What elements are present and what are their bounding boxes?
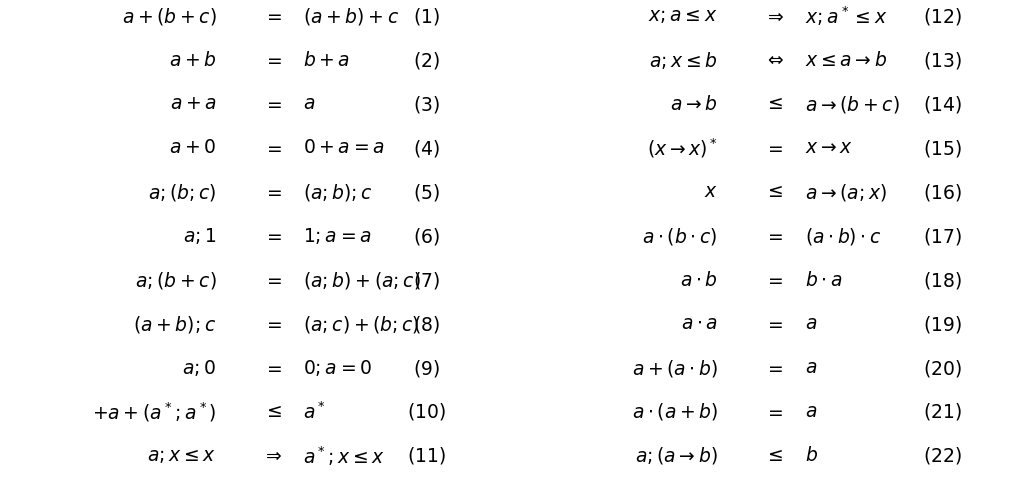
Text: $a\cdot(b\cdot c)$: $a\cdot(b\cdot c)$ (642, 226, 717, 247)
Text: $a\cdot b$: $a\cdot b$ (680, 271, 717, 289)
Text: $(a+b)+c$: $(a+b)+c$ (304, 6, 399, 27)
Text: $\leq$: $\leq$ (764, 183, 784, 201)
Text: $(2)$: $(2)$ (412, 50, 439, 71)
Text: $a\cdot(a+b)$: $a\cdot(a+b)$ (632, 402, 717, 422)
Text: $+a+(a^*;a^*)$: $+a+(a^*;a^*)$ (92, 400, 216, 424)
Text: $a;0$: $a;0$ (183, 358, 216, 378)
Text: $\Rightarrow$: $\Rightarrow$ (263, 447, 283, 465)
Text: $(13)$: $(13)$ (923, 50, 962, 71)
Text: $a\rightarrow(a;x)$: $a\rightarrow(a;x)$ (804, 182, 886, 203)
Text: $(4)$: $(4)$ (412, 138, 439, 159)
Text: $1;a=a$: $1;a=a$ (304, 226, 371, 246)
Text: $(a\cdot b)\cdot c$: $(a\cdot b)\cdot c$ (804, 226, 881, 247)
Text: $(21)$: $(21)$ (923, 402, 962, 422)
Text: $(3)$: $(3)$ (412, 94, 439, 115)
Text: $a\cdot a$: $a\cdot a$ (680, 315, 717, 333)
Text: $(22)$: $(22)$ (923, 446, 962, 466)
Text: $x;a^*\leq x$: $x;a^*\leq x$ (804, 5, 887, 28)
Text: $a;x\leq b$: $a;x\leq b$ (649, 50, 717, 71)
Text: $(a;c)+(b;c)$: $(a;c)+(b;c)$ (304, 314, 420, 334)
Text: $(14)$: $(14)$ (923, 94, 962, 115)
Text: $(20)$: $(20)$ (923, 358, 962, 378)
Text: $\Leftrightarrow$: $\Leftrightarrow$ (763, 51, 784, 69)
Text: $=$: $=$ (263, 271, 282, 289)
Text: $=$: $=$ (263, 359, 282, 377)
Text: $=$: $=$ (764, 315, 784, 333)
Text: $=$: $=$ (263, 227, 282, 245)
Text: $(15)$: $(15)$ (923, 138, 962, 159)
Text: $a;(b;c)$: $a;(b;c)$ (148, 182, 216, 203)
Text: $a+(a\cdot b)$: $a+(a\cdot b)$ (632, 358, 717, 378)
Text: $a\rightarrow(b+c)$: $a\rightarrow(b+c)$ (804, 94, 900, 115)
Text: $=$: $=$ (764, 139, 784, 157)
Text: $a^*;x\leq x$: $a^*;x\leq x$ (304, 444, 385, 468)
Text: $\leq$: $\leq$ (764, 447, 784, 465)
Text: $b+a$: $b+a$ (304, 51, 351, 70)
Text: $=$: $=$ (764, 271, 784, 289)
Text: $a$: $a$ (804, 359, 817, 377)
Text: $a+0$: $a+0$ (169, 139, 216, 157)
Text: $b\cdot a$: $b\cdot a$ (804, 271, 842, 289)
Text: $b$: $b$ (804, 447, 818, 465)
Text: $x$: $x$ (704, 183, 717, 201)
Text: $x\rightarrow x$: $x\rightarrow x$ (804, 139, 853, 157)
Text: $=$: $=$ (764, 403, 784, 421)
Text: $a$: $a$ (804, 315, 817, 333)
Text: $=$: $=$ (263, 139, 282, 157)
Text: $(5)$: $(5)$ (412, 182, 439, 203)
Text: $\leq$: $\leq$ (263, 403, 282, 421)
Text: $(7)$: $(7)$ (412, 270, 439, 290)
Text: $=$: $=$ (263, 95, 282, 113)
Text: $(a;b);c$: $(a;b);c$ (304, 182, 373, 203)
Text: $(11)$: $(11)$ (406, 446, 445, 466)
Text: $=$: $=$ (263, 315, 282, 333)
Text: $(a+b);c$: $(a+b);c$ (133, 314, 216, 334)
Text: $a;1$: $a;1$ (183, 226, 216, 246)
Text: $a$: $a$ (804, 403, 817, 421)
Text: $=$: $=$ (263, 7, 282, 26)
Text: $(8)$: $(8)$ (412, 314, 439, 334)
Text: $=$: $=$ (764, 227, 784, 245)
Text: $a;(b+c)$: $a;(b+c)$ (134, 270, 216, 290)
Text: $(1)$: $(1)$ (412, 6, 439, 27)
Text: $(17)$: $(17)$ (923, 226, 962, 247)
Text: $a^*$: $a^*$ (304, 401, 326, 423)
Text: $=$: $=$ (764, 359, 784, 377)
Text: $(12)$: $(12)$ (923, 6, 962, 27)
Text: $a+b$: $a+b$ (168, 51, 216, 70)
Text: $a\rightarrow b$: $a\rightarrow b$ (670, 95, 717, 114)
Text: $a;x\leq x$: $a;x\leq x$ (148, 447, 216, 465)
Text: $0;a=0$: $0;a=0$ (304, 358, 372, 378)
Text: $(10)$: $(10)$ (406, 402, 445, 422)
Text: $a$: $a$ (304, 95, 315, 113)
Text: $x\leq a\rightarrow b$: $x\leq a\rightarrow b$ (804, 51, 886, 70)
Text: $=$: $=$ (263, 51, 282, 69)
Text: $(19)$: $(19)$ (923, 314, 962, 334)
Text: $(x\rightarrow x)^*$: $(x\rightarrow x)^*$ (647, 136, 717, 160)
Text: $(16)$: $(16)$ (923, 182, 962, 203)
Text: $a;(a\rightarrow b)$: $a;(a\rightarrow b)$ (635, 446, 717, 466)
Text: $a+(b+c)$: $a+(b+c)$ (121, 6, 216, 27)
Text: $(6)$: $(6)$ (412, 226, 439, 247)
Text: $\leq$: $\leq$ (764, 95, 784, 113)
Text: $(9)$: $(9)$ (412, 358, 439, 378)
Text: $0+a=a$: $0+a=a$ (304, 139, 385, 157)
Text: $=$: $=$ (263, 183, 282, 201)
Text: $(a;b)+(a;c)$: $(a;b)+(a;c)$ (304, 270, 421, 290)
Text: $x;a\leq x$: $x;a\leq x$ (648, 7, 717, 26)
Text: $a+a$: $a+a$ (169, 95, 216, 113)
Text: $(18)$: $(18)$ (923, 270, 962, 290)
Text: $\Rightarrow$: $\Rightarrow$ (763, 7, 784, 26)
